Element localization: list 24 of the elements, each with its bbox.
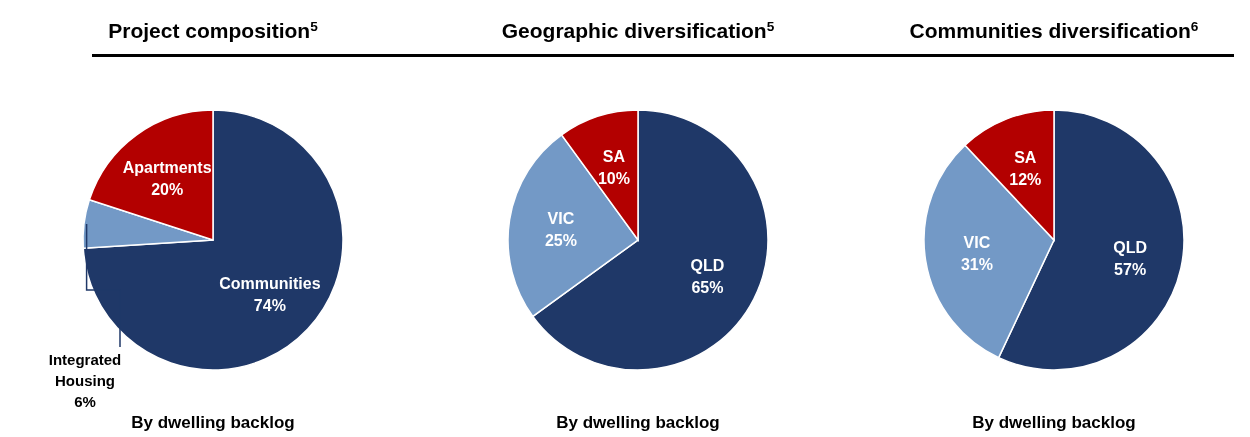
data-label: 10%	[597, 169, 630, 187]
data-label: 25%	[544, 231, 577, 249]
data-label: 65%	[691, 279, 724, 297]
slice-label: SA	[1014, 149, 1037, 167]
slice-label: QLD	[1113, 239, 1148, 257]
slice-label: Integrated Housing	[48, 351, 122, 389]
chart-title: Project composition$^{5}$	[108, 18, 319, 42]
chart-title: Geographic diversification$^{5}$	[501, 18, 775, 42]
data-label: 6%	[74, 393, 96, 410]
chart-title: Communities diversification$^{6}$	[909, 18, 1199, 42]
text: By dwelling backlog	[972, 413, 1136, 432]
slice-label: VIC	[547, 209, 575, 227]
slice-label: SA	[602, 147, 626, 165]
text: By dwelling backlog	[556, 413, 720, 432]
slice-label: Apartments	[122, 158, 212, 176]
text: By dwelling backlog	[131, 413, 295, 432]
data-label: 74%	[253, 297, 286, 315]
slice-label: Communities	[219, 275, 321, 293]
data-label: 12%	[1009, 171, 1042, 189]
slice-label: QLD	[690, 257, 725, 275]
data-label: 57%	[1114, 261, 1147, 279]
slice-label: VIC	[963, 234, 991, 252]
data-label: 31%	[960, 256, 993, 274]
data-label: 20%	[151, 180, 184, 198]
